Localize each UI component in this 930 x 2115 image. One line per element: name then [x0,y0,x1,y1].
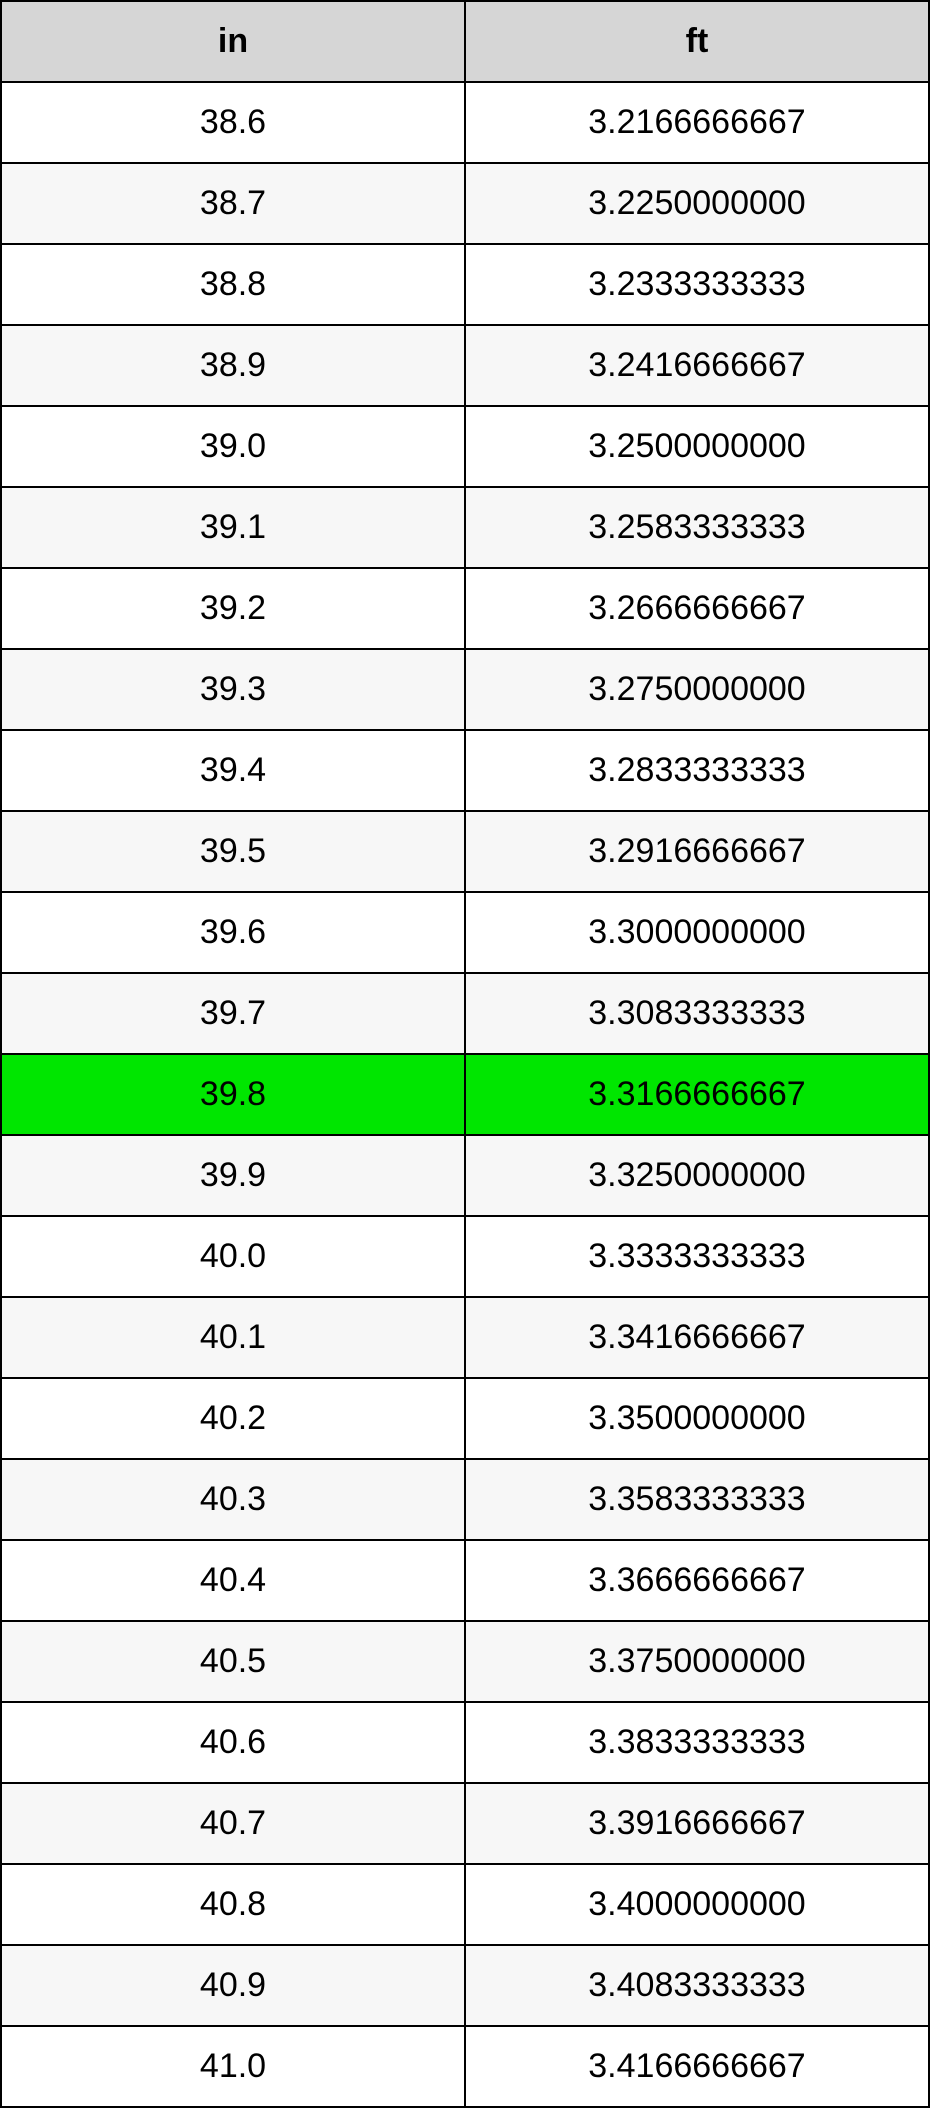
cell-ft: 3.3333333333 [465,1216,929,1297]
cell-ft: 3.2166666667 [465,82,929,163]
cell-ft: 3.2500000000 [465,406,929,487]
conversion-table: in ft 38.63.216666666738.73.225000000038… [0,0,930,2108]
cell-ft: 3.2916666667 [465,811,929,892]
table-row: 39.13.2583333333 [1,487,929,568]
cell-in: 39.3 [1,649,465,730]
cell-in: 40.6 [1,1702,465,1783]
table-row: 39.23.2666666667 [1,568,929,649]
cell-ft: 3.3000000000 [465,892,929,973]
cell-in: 40.8 [1,1864,465,1945]
table-row: 40.93.4083333333 [1,1945,929,2026]
column-header-ft: ft [465,1,929,82]
table-row: 41.03.4166666667 [1,2026,929,2107]
table-row: 38.73.2250000000 [1,163,929,244]
conversion-table-container: in ft 38.63.216666666738.73.225000000038… [0,0,930,2108]
cell-in: 39.6 [1,892,465,973]
cell-in: 39.1 [1,487,465,568]
table-row: 39.63.3000000000 [1,892,929,973]
cell-in: 39.0 [1,406,465,487]
cell-in: 40.2 [1,1378,465,1459]
table-row: 40.43.3666666667 [1,1540,929,1621]
table-row: 40.33.3583333333 [1,1459,929,1540]
table-row: 40.53.3750000000 [1,1621,929,1702]
cell-ft: 3.2833333333 [465,730,929,811]
cell-ft: 3.2583333333 [465,487,929,568]
table-row: 39.73.3083333333 [1,973,929,1054]
table-row: 40.23.3500000000 [1,1378,929,1459]
cell-in: 40.7 [1,1783,465,1864]
cell-ft: 3.4000000000 [465,1864,929,1945]
table-row: 38.93.2416666667 [1,325,929,406]
column-header-in: in [1,1,465,82]
cell-ft: 3.2750000000 [465,649,929,730]
table-row: 39.93.3250000000 [1,1135,929,1216]
cell-ft: 3.3666666667 [465,1540,929,1621]
cell-in: 38.9 [1,325,465,406]
cell-in: 40.5 [1,1621,465,1702]
cell-in: 40.0 [1,1216,465,1297]
table-row: 39.53.2916666667 [1,811,929,892]
table-row: 38.63.2166666667 [1,82,929,163]
cell-ft: 3.2416666667 [465,325,929,406]
table-row: 38.83.2333333333 [1,244,929,325]
cell-in: 39.2 [1,568,465,649]
cell-ft: 3.4083333333 [465,1945,929,2026]
cell-ft: 3.3250000000 [465,1135,929,1216]
table-row: 40.13.3416666667 [1,1297,929,1378]
cell-in: 40.1 [1,1297,465,1378]
cell-ft: 3.3750000000 [465,1621,929,1702]
cell-in: 39.5 [1,811,465,892]
cell-in: 39.8 [1,1054,465,1135]
cell-ft: 3.3083333333 [465,973,929,1054]
cell-ft: 3.3166666667 [465,1054,929,1135]
cell-in: 39.4 [1,730,465,811]
cell-ft: 3.2250000000 [465,163,929,244]
cell-in: 40.9 [1,1945,465,2026]
table-row: 39.83.3166666667 [1,1054,929,1135]
table-row: 40.73.3916666667 [1,1783,929,1864]
cell-ft: 3.2666666667 [465,568,929,649]
cell-in: 38.8 [1,244,465,325]
table-row: 40.83.4000000000 [1,1864,929,1945]
cell-in: 41.0 [1,2026,465,2107]
cell-ft: 3.4166666667 [465,2026,929,2107]
cell-ft: 3.3916666667 [465,1783,929,1864]
cell-in: 39.9 [1,1135,465,1216]
table-row: 40.03.3333333333 [1,1216,929,1297]
cell-in: 38.7 [1,163,465,244]
cell-ft: 3.3416666667 [465,1297,929,1378]
cell-in: 38.6 [1,82,465,163]
cell-ft: 3.3833333333 [465,1702,929,1783]
cell-in: 40.3 [1,1459,465,1540]
table-body: 38.63.216666666738.73.225000000038.83.23… [1,82,929,2107]
cell-ft: 3.3500000000 [465,1378,929,1459]
cell-ft: 3.3583333333 [465,1459,929,1540]
table-header-row: in ft [1,1,929,82]
table-row: 40.63.3833333333 [1,1702,929,1783]
table-row: 39.43.2833333333 [1,730,929,811]
table-row: 39.33.2750000000 [1,649,929,730]
cell-in: 39.7 [1,973,465,1054]
cell-ft: 3.2333333333 [465,244,929,325]
cell-in: 40.4 [1,1540,465,1621]
table-row: 39.03.2500000000 [1,406,929,487]
